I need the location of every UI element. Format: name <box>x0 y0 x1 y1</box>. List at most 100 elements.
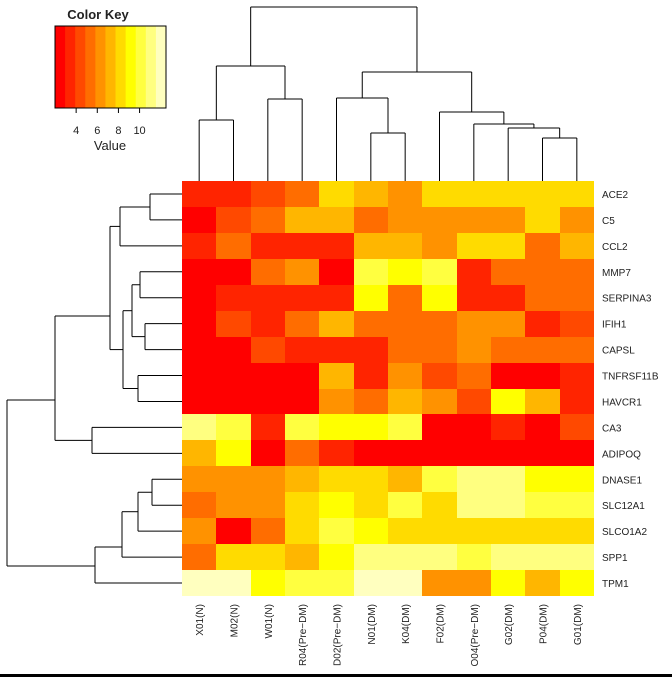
row-label: CAPSL <box>602 346 635 357</box>
heatmap-cell <box>319 492 354 518</box>
heatmap-cell <box>216 414 251 440</box>
heatmap-cell <box>525 492 560 518</box>
color-key: Color Key 4 6 8 10 Value <box>54 7 167 153</box>
column-dendrogram <box>198 6 578 181</box>
heatmap-cell <box>560 363 594 389</box>
heatmap-cell <box>354 233 388 259</box>
heatmap-cell <box>216 207 251 233</box>
heatmap-cell <box>422 570 457 596</box>
heatmap-cell <box>560 259 594 285</box>
color-key-swatch <box>125 26 137 108</box>
heatmap-cell <box>560 466 594 492</box>
heatmap-cell <box>216 440 251 466</box>
heatmap-cell <box>422 363 457 389</box>
heatmap-cell <box>216 285 251 311</box>
heatmap-cell <box>388 518 422 544</box>
color-key-axis-label: Value <box>94 138 126 153</box>
heatmap-cell <box>354 311 388 337</box>
heatmap-cell <box>216 337 251 363</box>
row-label: IFIH1 <box>602 320 627 331</box>
heatmap-cell <box>251 492 285 518</box>
heatmap-cell <box>457 414 491 440</box>
heatmap-cell <box>422 259 457 285</box>
heatmap-cell <box>491 285 525 311</box>
heatmap-cell <box>491 207 525 233</box>
heatmap-cell <box>457 337 491 363</box>
heatmap-cell <box>319 259 354 285</box>
heatmap-cell <box>216 389 251 414</box>
heatmap-cell <box>525 414 560 440</box>
heatmap-cell <box>422 207 457 233</box>
heatmap-cell <box>285 337 319 363</box>
column-label: R04(Pre−DM) <box>298 604 309 666</box>
heatmap-cell <box>251 544 285 570</box>
heatmap-cell <box>251 311 285 337</box>
heatmap-cell <box>285 207 319 233</box>
heatmap-cell <box>251 440 285 466</box>
heatmap-cell <box>422 233 457 259</box>
heatmap-cell <box>319 544 354 570</box>
heatmap-cell <box>285 492 319 518</box>
heatmap-cell <box>285 389 319 414</box>
row-label: TNFRSF11B <box>602 372 659 383</box>
heatmap-cell <box>388 337 422 363</box>
heatmap-cell <box>319 466 354 492</box>
heatmap-cell <box>251 259 285 285</box>
heatmap-cell <box>182 181 216 207</box>
heatmap-cell <box>285 544 319 570</box>
heatmap-cell <box>354 570 388 596</box>
heatmap-cell <box>251 570 285 596</box>
heatmap-cell <box>216 259 251 285</box>
heatmap-cell <box>388 414 422 440</box>
heatmap-cell <box>216 518 251 544</box>
heatmap-cell <box>285 363 319 389</box>
row-dendrogram <box>6 193 182 584</box>
heatmap-cell <box>354 414 388 440</box>
heatmap-cell <box>457 207 491 233</box>
heatmap-cell <box>491 389 525 414</box>
heatmap-cell <box>251 363 285 389</box>
heatmap-cell <box>216 181 251 207</box>
row-labels: ACE2 C5 CCL2 MMP7 SERPINA3 IFIH1 CAPSL TNFRSF11… <box>602 190 659 590</box>
heatmap-cell <box>285 466 319 492</box>
heatmap-cell <box>491 570 525 596</box>
row-label: ACE2 <box>602 190 629 201</box>
heatmap-cell <box>457 285 491 311</box>
heatmap-cell <box>319 207 354 233</box>
color-key-swatch <box>155 26 167 108</box>
heatmap-cell <box>251 518 285 544</box>
color-key-swatch <box>85 26 96 108</box>
heatmap-cell <box>354 544 388 570</box>
heatmap-cell <box>422 311 457 337</box>
color-key-swatch <box>135 26 147 108</box>
heatmap-cell <box>285 311 319 337</box>
row-label: TPM1 <box>602 579 629 590</box>
heatmap-cell <box>319 311 354 337</box>
heatmap-cell <box>422 389 457 414</box>
heatmap-cell <box>388 466 422 492</box>
heatmap-cell <box>182 492 216 518</box>
heatmap-cell <box>457 466 491 492</box>
heatmap-cell <box>491 181 525 207</box>
heatmap-cell <box>319 337 354 363</box>
column-label: N01(DM) <box>367 604 378 645</box>
color-key-tick-label: 10 <box>133 125 145 137</box>
heatmap-cell <box>388 544 422 570</box>
row-label: CA3 <box>602 423 622 434</box>
heatmap-cell <box>354 207 388 233</box>
heatmap-cell <box>182 311 216 337</box>
heatmap-cell <box>216 363 251 389</box>
heatmap-cell <box>354 518 388 544</box>
heatmap-cell <box>560 440 594 466</box>
heatmap-cell <box>319 233 354 259</box>
heatmap-cell <box>251 285 285 311</box>
heatmap-cell <box>285 440 319 466</box>
column-label: X01(N) <box>195 604 206 636</box>
heatmap-cell <box>251 414 285 440</box>
heatmap-cell <box>354 440 388 466</box>
heatmap-cell <box>182 440 216 466</box>
heatmap-cell <box>216 311 251 337</box>
heatmap-cell <box>491 440 525 466</box>
row-label: CCL2 <box>602 242 628 253</box>
heatmap-cell <box>182 259 216 285</box>
